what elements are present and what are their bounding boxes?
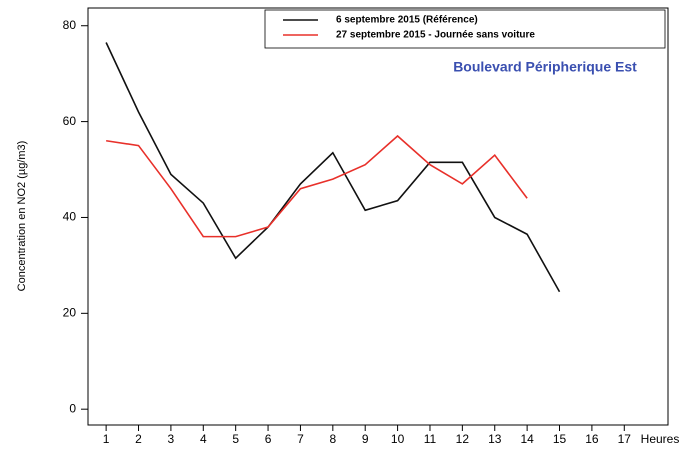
x-tick-label: 15 [553, 432, 567, 446]
x-tick-label: 6 [265, 432, 272, 446]
y-tick-label: 80 [63, 18, 77, 32]
x-tick-label: 3 [168, 432, 175, 446]
annotation: Boulevard Péripherique Est [453, 59, 637, 75]
x-tick-label: 5 [232, 432, 239, 446]
y-tick-label: 60 [63, 114, 77, 128]
plot-frame [87, 7, 669, 426]
series-line [105, 42, 561, 293]
x-tick-label: 11 [424, 432, 437, 446]
x-tick-label: 1 [103, 432, 110, 446]
y-tick-label: 40 [63, 210, 77, 224]
legend-label: 27 septembre 2015 - Journée sans voiture [336, 30, 535, 41]
x-tick-label: 4 [200, 432, 207, 446]
x-tick-label: 7 [297, 432, 304, 446]
x-tick-label: 9 [362, 432, 369, 446]
x-tick-label: 17 [618, 432, 632, 446]
y-axis-label: Concentration en NO2 (µg/m3) [16, 141, 28, 292]
x-tick-label: 10 [391, 432, 405, 446]
y-tick-label: 0 [69, 401, 76, 415]
x-axis-label: Heures [641, 432, 680, 446]
legend-box [264, 9, 666, 49]
x-tick-label: 2 [135, 432, 142, 446]
x-tick-label: 16 [585, 432, 599, 446]
x-tick-label: 8 [329, 432, 336, 446]
series-line [106, 134, 528, 238]
x-tick-label: 13 [488, 432, 502, 446]
legend-label: 6 septembre 2015 (Référence) [336, 15, 478, 26]
x-tick-label: 12 [456, 432, 470, 446]
y-tick-label: 20 [63, 305, 77, 319]
x-tick-label: 14 [520, 432, 534, 446]
